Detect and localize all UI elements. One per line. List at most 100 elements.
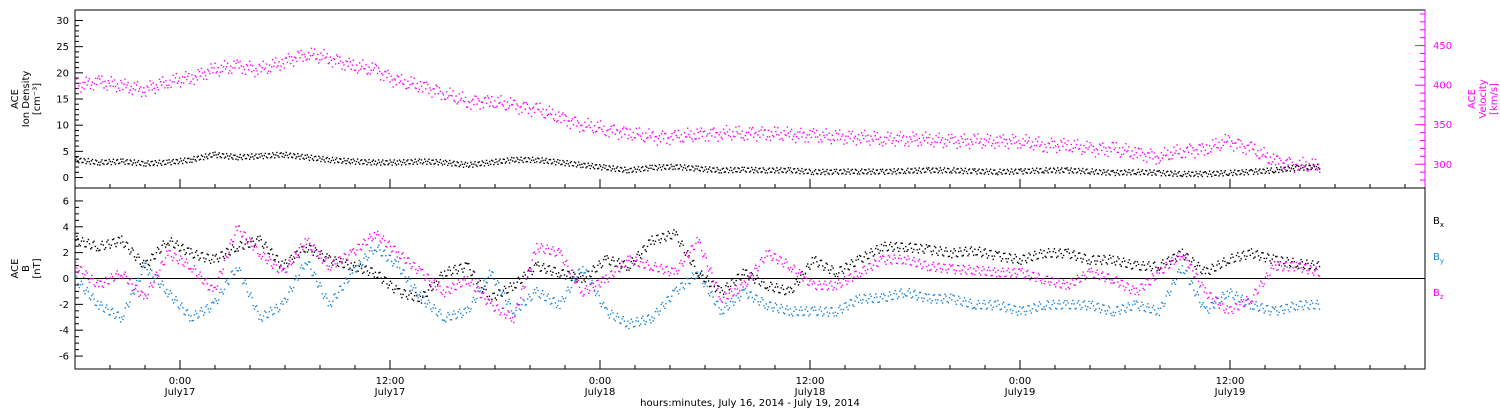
velocity-point <box>460 97 463 100</box>
point-By <box>925 294 928 296</box>
velocity-point <box>979 141 981 143</box>
point-By <box>295 275 297 277</box>
point-Bx <box>1052 250 1054 253</box>
velocity-point <box>581 124 583 126</box>
density-point <box>1277 168 1279 171</box>
density-point <box>173 162 175 164</box>
velocity-point <box>464 96 467 99</box>
density-point <box>625 169 627 171</box>
point-Bx <box>93 240 95 243</box>
point-By <box>113 312 115 315</box>
density-point <box>345 163 347 165</box>
density-point <box>1129 172 1131 174</box>
point-Bx <box>168 244 170 246</box>
velocity-point <box>240 65 242 67</box>
point-Bx <box>709 285 711 288</box>
point-By <box>1255 301 1257 303</box>
point-By <box>496 280 499 282</box>
velocity-point <box>652 130 654 133</box>
velocity-point <box>798 137 800 140</box>
density-point <box>406 160 408 162</box>
point-Bx <box>129 253 131 255</box>
point-Bx <box>606 255 608 257</box>
density-point <box>1098 169 1101 171</box>
point-By <box>168 293 170 295</box>
point-By <box>383 249 386 251</box>
point-By <box>784 313 786 315</box>
point-Bx <box>784 293 786 296</box>
density-point <box>1066 167 1068 169</box>
velocity-point <box>521 111 523 114</box>
density-point <box>435 159 437 161</box>
velocity-point <box>683 132 686 134</box>
point-By <box>149 268 152 270</box>
density-point <box>1016 172 1018 174</box>
point-Bx <box>827 269 830 271</box>
velocity-point <box>367 72 369 74</box>
density-point <box>1001 173 1003 175</box>
point-By <box>1147 303 1149 305</box>
velocity-point <box>447 97 449 99</box>
point-Bz <box>360 249 363 251</box>
point-By <box>78 286 80 289</box>
point-By <box>1234 294 1237 296</box>
density-point <box>660 169 663 171</box>
velocity-point <box>606 130 608 132</box>
density-point <box>682 166 685 169</box>
point-Bx <box>757 277 759 279</box>
velocity-point <box>883 141 885 143</box>
point-By <box>1182 272 1185 274</box>
point-By <box>535 292 537 294</box>
velocity-point <box>928 136 930 139</box>
density-point <box>1055 170 1058 172</box>
point-By <box>396 266 398 268</box>
velocity-point <box>106 89 108 91</box>
legend-entry-y: By <box>1433 252 1444 265</box>
point-By <box>739 299 741 302</box>
point-By <box>591 279 593 282</box>
velocity-point <box>101 75 103 77</box>
point-Bx <box>349 267 351 269</box>
point-Bx <box>830 269 832 271</box>
point-Bx <box>215 253 217 256</box>
point-Bx <box>440 271 442 274</box>
velocity-point <box>577 120 579 122</box>
velocity-point <box>593 125 596 127</box>
velocity-point <box>1308 163 1310 165</box>
point-Bx <box>652 240 654 242</box>
density-point <box>1179 174 1181 177</box>
point-Bx <box>1267 253 1269 255</box>
velocity-point <box>242 65 245 68</box>
velocity-point <box>782 139 784 141</box>
point-Bz <box>78 270 80 272</box>
density-point <box>1219 173 1221 175</box>
point-Bz <box>465 283 468 285</box>
point-By <box>990 304 992 306</box>
density-point <box>1210 173 1212 175</box>
density-point <box>1010 168 1013 170</box>
density-point <box>426 163 428 165</box>
point-By <box>256 305 258 307</box>
point-Bx <box>313 251 315 253</box>
point-Bx <box>128 248 130 251</box>
point-Bz <box>264 253 266 255</box>
point-Bx <box>1305 263 1307 265</box>
point-Bx <box>502 290 505 292</box>
point-By <box>501 292 503 294</box>
point-By <box>1177 271 1179 273</box>
density-point <box>302 157 304 159</box>
point-Bx <box>834 275 837 277</box>
point-Bx <box>771 283 773 286</box>
velocity-point <box>1191 153 1193 155</box>
point-Bx <box>1109 254 1111 256</box>
point-By <box>101 304 103 306</box>
velocity-point <box>509 97 512 99</box>
point-By <box>126 304 129 306</box>
point-Bz <box>185 258 188 260</box>
point-Bx <box>719 291 721 294</box>
point-Bx <box>994 250 997 253</box>
point-Bx <box>962 254 964 257</box>
point-By <box>1087 306 1089 308</box>
point-Bx <box>1013 258 1015 260</box>
